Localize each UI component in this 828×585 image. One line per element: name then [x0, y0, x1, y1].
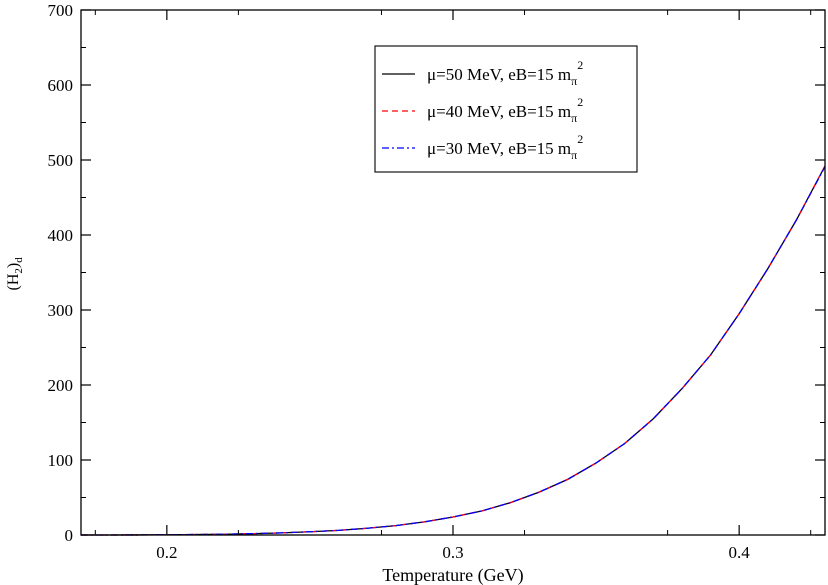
legend-box	[374, 45, 638, 173]
x-tick-label: 0.2	[156, 543, 177, 562]
y-axis-title-sub1: 2	[13, 268, 25, 274]
legend-label-sub: π	[571, 111, 577, 125]
legend-label-main: μ=40 MeV, eB=15 m	[427, 102, 571, 121]
tick-label-layer: 0.2 0.3 0.4 0 100 200 300 400 500 600 700	[48, 1, 751, 562]
x-tick-label: 0.3	[442, 543, 463, 562]
legend-label-3: μ=30 MeV, eB=15 mπ2	[427, 132, 583, 162]
y-tick-label: 100	[48, 451, 74, 470]
legend-label-sup: 2	[577, 58, 583, 72]
x-axis-title: Temperature (GeV)	[382, 565, 523, 585]
y-tick-label: 200	[48, 376, 74, 395]
y-tick-label: 600	[48, 76, 74, 95]
series-layer	[81, 165, 826, 536]
plot-frame	[80, 9, 826, 536]
x-tick-label: 0.4	[729, 543, 751, 562]
legend-label-sup: 2	[577, 132, 583, 146]
y-axis-title-base: (H	[5, 273, 22, 290]
y-axis-title: (H2)d	[5, 257, 25, 291]
y-tick-label: 400	[48, 226, 74, 245]
legend-label-main: μ=30 MeV, eB=15 m	[427, 139, 571, 158]
y-axis-title-sub2: d	[13, 257, 25, 263]
y-tick-label: 300	[48, 301, 74, 320]
legend-label-2: μ=40 MeV, eB=15 mπ2	[427, 95, 583, 125]
legend-label-sub: π	[571, 148, 577, 162]
y-tick-label: 700	[48, 1, 74, 20]
legend-label-sub: π	[571, 74, 577, 88]
y-axis-title-close: )	[5, 263, 22, 268]
legend-label-sup: 2	[577, 95, 583, 109]
y-tick-label: 0	[65, 526, 74, 545]
ticks-layer	[81, 9, 825, 536]
legend-label-1: μ=50 MeV, eB=15 mπ2	[427, 58, 583, 88]
y-tick-label: 500	[48, 151, 74, 170]
legend-label-main: μ=50 MeV, eB=15 m	[427, 65, 571, 84]
